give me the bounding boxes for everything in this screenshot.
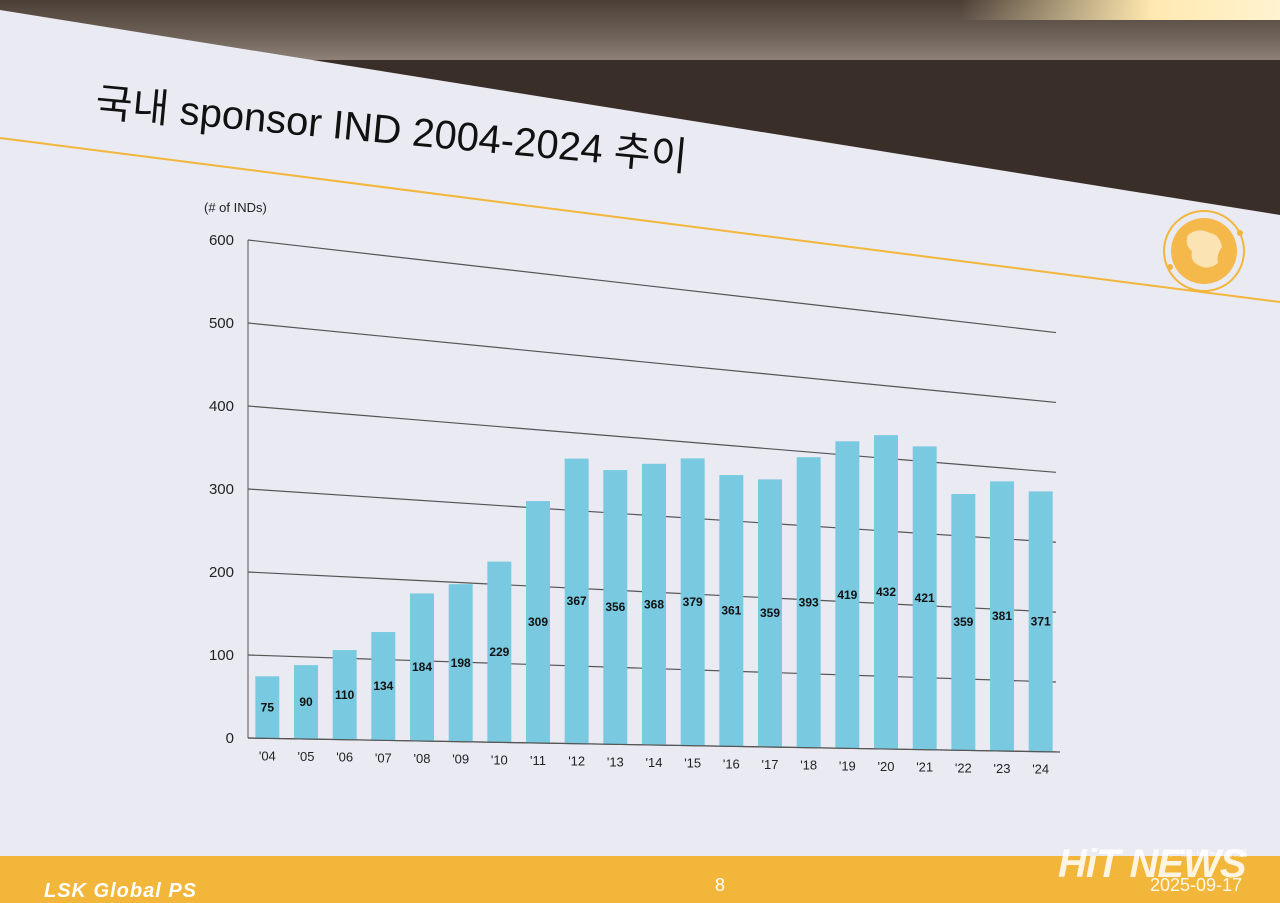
- bar-value-label: 432: [876, 585, 896, 599]
- x-tick-label: '11: [530, 753, 546, 768]
- x-tick-label: '17: [762, 757, 779, 772]
- globe-logo-icon: [1163, 210, 1245, 292]
- bar-value-label: 198: [451, 656, 471, 670]
- y-tick-label: 200: [209, 564, 234, 581]
- bar: [758, 479, 782, 747]
- gridline: [247, 322, 1057, 404]
- x-tick-label: '05: [298, 749, 315, 764]
- x-tick-label: '15: [684, 756, 701, 771]
- bar-value-label: 309: [528, 615, 548, 629]
- bar: [603, 470, 628, 745]
- x-tick-label: '12: [568, 754, 585, 769]
- bar-value-label: 368: [644, 597, 664, 611]
- x-tick-label: '13: [607, 754, 624, 769]
- y-tick-label: 300: [209, 481, 234, 498]
- x-tick-label: '07: [375, 750, 392, 765]
- bar-value-label: 184: [412, 660, 432, 674]
- x-tick-label: '08: [414, 751, 431, 766]
- x-tick-label: '04: [259, 748, 276, 763]
- bar: [719, 474, 744, 747]
- x-tick-label: '23: [994, 761, 1011, 776]
- y-tick-label: 500: [209, 315, 234, 332]
- x-tick-label: '21: [916, 760, 933, 775]
- bar-value-label: 371: [1031, 615, 1051, 629]
- watermark-logo: HiT NEWS: [1058, 842, 1247, 886]
- bar: [796, 457, 821, 748]
- ceiling-light: [960, 0, 1280, 20]
- bar-value-label: 110: [335, 688, 355, 702]
- x-tick-label: '19: [839, 758, 856, 773]
- y-tick-label: 400: [209, 398, 234, 415]
- bar-value-label: 356: [605, 600, 625, 614]
- photo-datestamp: 2025-09-17: [1150, 875, 1243, 895]
- bar: [410, 593, 434, 741]
- bar-value-label: 393: [799, 595, 819, 609]
- bar: [1028, 491, 1053, 752]
- bar-value-label: 134: [373, 679, 393, 693]
- bar: [255, 676, 280, 739]
- bar-value-label: 381: [992, 609, 1012, 623]
- chart-layer: (# of INDs) 0 100 200 300 400 500 600 75 '04 90 '05…: [204, 200, 1061, 777]
- bar-value-label: 367: [567, 594, 587, 608]
- bar-value-label: 229: [489, 645, 509, 659]
- page-number: 8: [715, 875, 726, 895]
- bar: [835, 441, 860, 749]
- bar: [874, 435, 898, 749]
- y-tick-label: 0: [226, 730, 234, 747]
- bar: [680, 458, 705, 746]
- y-tick-label: 600: [209, 232, 234, 249]
- x-tick-label: '10: [491, 752, 508, 767]
- bar: [448, 584, 473, 742]
- y-tick-label: 100: [209, 647, 234, 664]
- bar: [642, 463, 666, 745]
- x-tick-label: '18: [800, 758, 817, 773]
- footer-brand-logo: LSK Global PS: [44, 880, 198, 902]
- bar-value-label: 361: [721, 604, 741, 618]
- title-divider-line: [0, 137, 1280, 303]
- bar-value-label: 359: [760, 606, 780, 620]
- x-tick-label: '22: [955, 760, 972, 775]
- x-tick-label: '06: [336, 750, 353, 765]
- gridline: [247, 239, 1057, 334]
- bar-value-label: 75: [261, 700, 275, 714]
- bar: [564, 458, 589, 744]
- bar: [912, 446, 937, 750]
- footer-band: [0, 856, 1280, 903]
- bar-value-label: 379: [683, 595, 703, 609]
- x-axis-line: [247, 737, 1061, 753]
- bar-value-label: 359: [953, 615, 973, 629]
- x-tick-label: '20: [878, 759, 895, 774]
- bar-value-label: 90: [299, 695, 313, 709]
- bar-value-label: 419: [837, 588, 857, 602]
- x-tick-label: '14: [646, 755, 663, 770]
- bar-value-label: 421: [915, 591, 935, 605]
- x-tick-label: '24: [1032, 762, 1049, 777]
- x-tick-label: '09: [452, 752, 469, 767]
- watermark-subtext: 히트뉴스 Hit 뉴스 플랫폼: [1165, 849, 1248, 858]
- bar: [487, 561, 512, 743]
- bar: [526, 501, 550, 743]
- y-axis-label: (# of INDs): [204, 200, 267, 215]
- bar: [371, 632, 396, 741]
- bar: [951, 494, 976, 751]
- x-tick-label: '16: [723, 756, 740, 771]
- bar: [332, 650, 357, 740]
- bar: [990, 481, 1014, 751]
- bar: [294, 665, 318, 739]
